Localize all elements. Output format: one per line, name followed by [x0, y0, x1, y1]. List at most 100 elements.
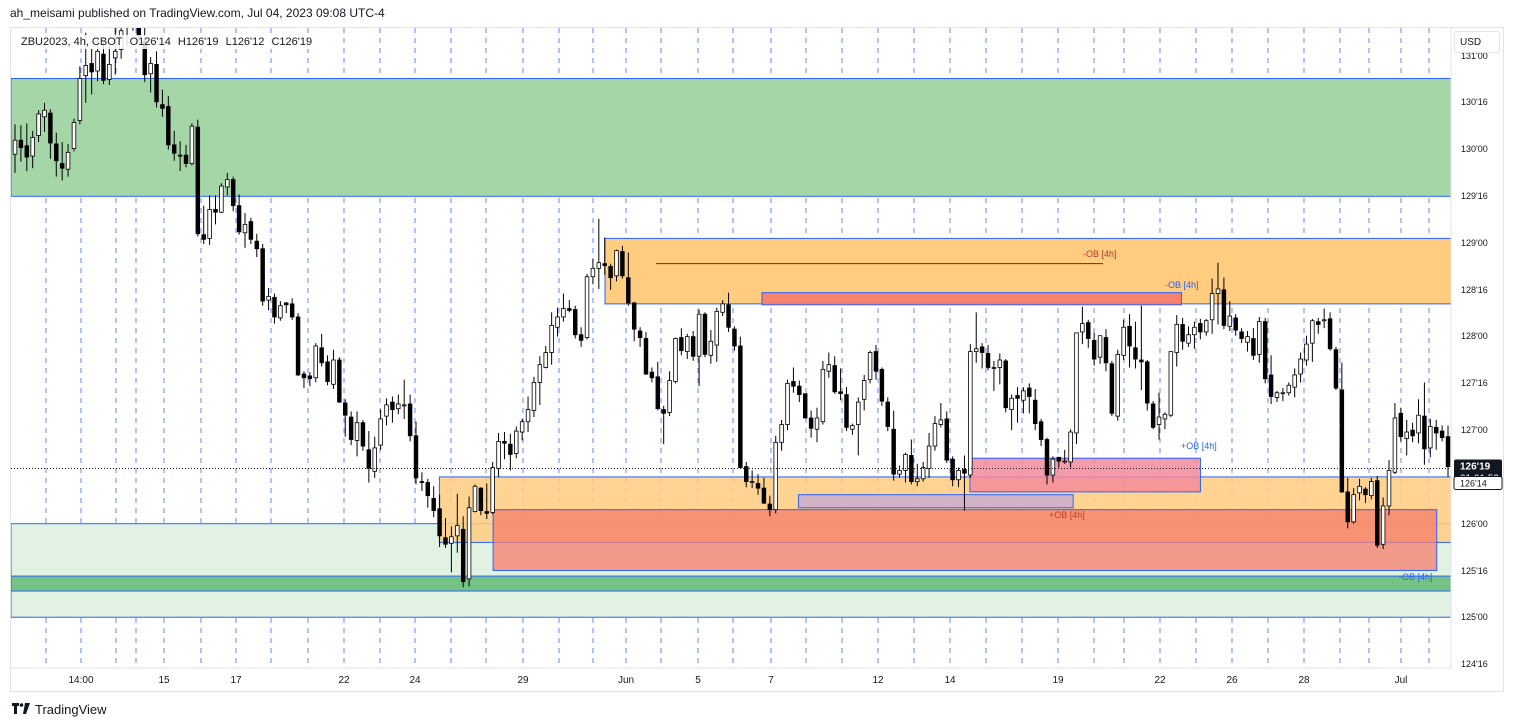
candle[interactable] [761, 487, 767, 504]
candle[interactable] [1398, 412, 1404, 438]
candle[interactable] [77, 78, 83, 121]
candle[interactable] [354, 422, 360, 441]
candle[interactable] [1086, 322, 1091, 339]
candle[interactable] [891, 428, 896, 475]
candle[interactable] [396, 403, 401, 410]
candle[interactable] [348, 416, 354, 440]
candle[interactable] [1097, 335, 1103, 358]
candlestick-chart[interactable]: -OB [4h] -OB [4h] +OB [4h] +OB [4h] -OB [4h]… [11, 28, 1505, 693]
candle[interactable] [101, 53, 106, 81]
candle[interactable] [814, 417, 820, 430]
candle[interactable] [549, 324, 554, 353]
candle[interactable] [1162, 413, 1168, 420]
candle[interactable] [443, 537, 448, 545]
candle[interactable] [1056, 456, 1062, 462]
candle[interactable] [1286, 384, 1292, 394]
candle[interactable] [956, 469, 961, 481]
candle[interactable] [1109, 363, 1115, 414]
candle[interactable] [107, 64, 112, 80]
candle[interactable] [537, 364, 543, 383]
candle[interactable] [289, 303, 295, 318]
candle[interactable] [543, 352, 548, 368]
green-band[interactable] [11, 575, 1452, 592]
candle[interactable] [1375, 480, 1380, 546]
candle[interactable] [738, 345, 743, 468]
candle[interactable] [384, 404, 389, 417]
candle[interactable] [602, 263, 607, 266]
candle[interactable] [879, 368, 885, 402]
candle[interactable] [42, 109, 47, 118]
candle[interactable] [944, 418, 949, 461]
candle[interactable] [897, 469, 902, 475]
candle[interactable] [1292, 374, 1297, 388]
candle[interactable] [266, 295, 271, 301]
candle[interactable] [1221, 289, 1227, 326]
candle[interactable] [614, 250, 619, 277]
candle[interactable] [714, 310, 719, 346]
candle[interactable] [572, 309, 578, 336]
candle[interactable] [242, 223, 248, 234]
candle[interactable] [861, 380, 867, 400]
candle[interactable] [1333, 349, 1339, 389]
candle[interactable] [1304, 343, 1309, 361]
candle[interactable] [850, 425, 855, 430]
candle[interactable] [343, 402, 348, 416]
candle[interactable] [773, 441, 778, 511]
candle[interactable] [236, 205, 242, 233]
candle[interactable] [561, 308, 566, 318]
candle[interactable] [1239, 331, 1244, 339]
candle[interactable] [1268, 374, 1274, 397]
candle[interactable] [791, 381, 796, 387]
candle[interactable] [938, 419, 944, 425]
candle[interactable] [248, 221, 254, 240]
candle[interactable] [926, 445, 932, 469]
candle[interactable] [1139, 359, 1144, 363]
candle[interactable] [920, 467, 926, 480]
candle[interactable] [378, 418, 383, 446]
currency-selector[interactable]: USD [1454, 31, 1500, 53]
candle[interactable] [431, 498, 436, 511]
candle[interactable] [1363, 488, 1368, 496]
candle[interactable] [832, 365, 837, 393]
candle[interactable] [820, 368, 826, 423]
candle[interactable] [48, 112, 53, 144]
candle[interactable] [18, 139, 24, 149]
candle[interactable] [1074, 332, 1079, 434]
candle[interactable] [366, 449, 372, 469]
candle[interactable] [502, 440, 507, 444]
candle[interactable] [856, 401, 861, 425]
candle[interactable] [844, 394, 849, 428]
candle[interactable] [1227, 315, 1233, 327]
candle[interactable] [337, 359, 342, 403]
candle[interactable] [89, 63, 94, 73]
candle[interactable] [1209, 293, 1215, 321]
candle[interactable] [437, 508, 442, 537]
candle[interactable] [1068, 431, 1073, 463]
candle[interactable] [1027, 387, 1032, 397]
candle[interactable] [1422, 415, 1427, 450]
candle[interactable] [626, 277, 631, 304]
candle[interactable] [555, 316, 560, 328]
candle[interactable] [319, 347, 324, 364]
chart-frame[interactable]: -OB [4h] -OB [4h] +OB [4h] +OB [4h] -OB [4h]… [10, 27, 1504, 692]
candle[interactable] [213, 209, 218, 213]
candle[interactable] [732, 328, 737, 347]
candle[interactable] [1062, 460, 1067, 463]
candle[interactable] [525, 409, 531, 423]
candle[interactable] [1327, 318, 1333, 350]
footer-brand[interactable]: TradingView [12, 702, 107, 717]
candle[interactable] [1174, 324, 1179, 353]
candle[interactable] [1416, 414, 1421, 434]
candle[interactable] [1103, 337, 1109, 364]
candle[interactable] [1127, 325, 1132, 347]
candle[interactable] [1410, 429, 1415, 437]
candle[interactable] [596, 262, 602, 269]
candle[interactable] [578, 334, 584, 341]
symbol-info[interactable]: ZBU2023, 4h, CBOT [21, 36, 123, 48]
candle[interactable] [254, 240, 260, 250]
candle[interactable] [1015, 395, 1020, 399]
pink-ob[interactable] [969, 457, 1201, 493]
candle[interactable] [65, 151, 71, 170]
candle[interactable] [1321, 319, 1327, 322]
candle[interactable] [1428, 426, 1433, 449]
